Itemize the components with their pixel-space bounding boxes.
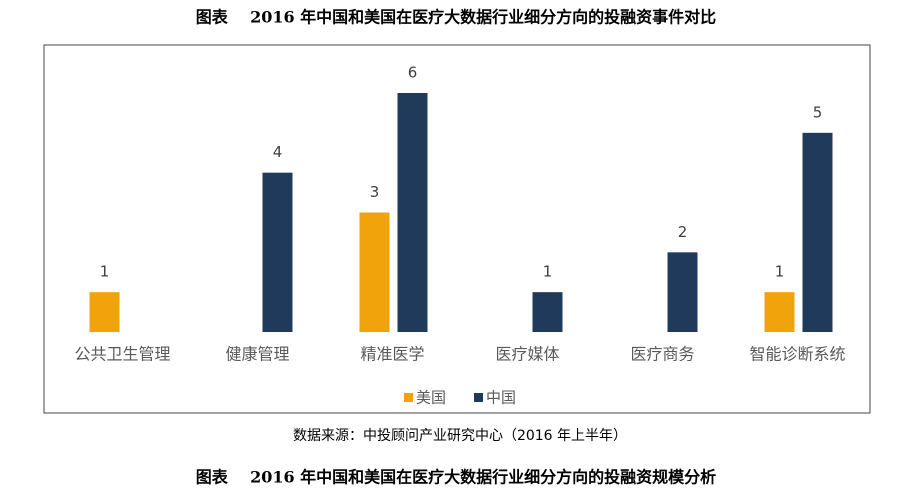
- bar: [764, 292, 795, 332]
- chart-title: 图表 2016 年中国和美国在医疗大数据行业细分方向的投融资事件对比: [196, 8, 716, 27]
- bar: [667, 252, 698, 332]
- x-tick-label: 公共卫生管理: [74, 345, 170, 364]
- bar: [359, 212, 390, 332]
- data-label: 3: [370, 183, 380, 201]
- data-label: 1: [100, 263, 110, 281]
- source-note: 数据来源：中投顾问产业研究中心（2016 年上半年）: [293, 428, 627, 444]
- bar: [89, 292, 120, 332]
- legend-label: 美国: [416, 389, 446, 407]
- legend-swatch: [404, 393, 413, 402]
- chart-frame: [43, 44, 871, 414]
- data-label: 2: [678, 223, 688, 241]
- legend-label: 中国: [486, 389, 516, 407]
- data-label: 1: [543, 263, 553, 281]
- bar: [802, 132, 833, 332]
- legend-swatch: [474, 393, 483, 402]
- x-tick-label: 医疗媒体: [495, 345, 559, 364]
- data-label: 6: [408, 64, 418, 82]
- x-tick-label: 医疗商务: [630, 345, 694, 364]
- x-tick-label: 智能诊断系统: [749, 345, 845, 364]
- bar: [397, 93, 428, 332]
- bar: [262, 172, 293, 332]
- bar: [532, 292, 563, 332]
- x-tick-label: 精准医学: [360, 345, 424, 364]
- data-label: 5: [813, 103, 823, 121]
- data-label: 4: [273, 143, 283, 161]
- x-tick-label: 健康管理: [225, 345, 289, 364]
- data-label: 1: [775, 263, 785, 281]
- next-title: 图表 2016 年中国和美国在医疗大数据行业细分方向的投融资规模分析: [196, 468, 716, 487]
